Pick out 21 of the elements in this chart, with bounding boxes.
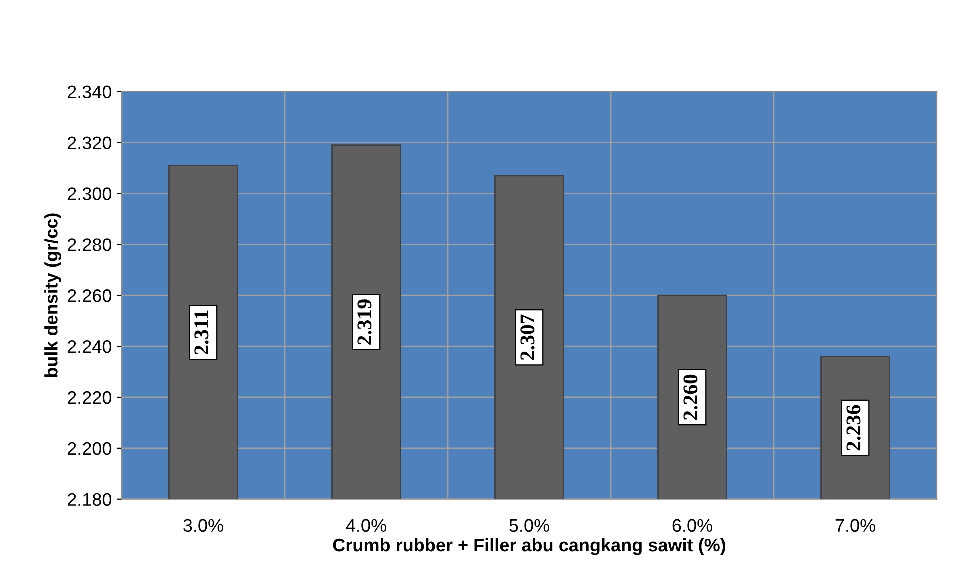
y-tick-label: 2.320	[68, 136, 112, 150]
y-tick-label: 2.240	[68, 340, 112, 354]
y-tick-label: 2.280	[68, 238, 112, 252]
x-axis-title: Crumb rubber + Filler abu cangkang sawit (%)	[333, 538, 726, 556]
y-tick-label: 2.260	[68, 290, 112, 302]
x-tick-label: 3.0%	[184, 519, 224, 532]
data-label: 2.311	[194, 310, 209, 355]
data-label: 2.236	[846, 405, 861, 451]
x-tick-label: 7.0%	[836, 519, 876, 532]
y-axis-title: bulk density (gr/cc)	[44, 214, 62, 378]
y-tick-label: 2.220	[68, 391, 112, 404]
data-label: 2.307	[520, 314, 535, 360]
data-label: 2.319	[358, 300, 372, 345]
y-tick-label: 2.180	[68, 493, 112, 506]
y-tick-label: 2.200	[68, 442, 112, 456]
y-tick-label: 2.340	[68, 86, 112, 99]
x-tick-label: 4.0%	[346, 519, 386, 532]
x-tick-label: 5.0%	[510, 519, 550, 532]
data-label: 2.260	[684, 374, 698, 420]
y-tick-label: 2.300	[68, 188, 112, 200]
x-tick-label: 6.0%	[672, 519, 712, 532]
